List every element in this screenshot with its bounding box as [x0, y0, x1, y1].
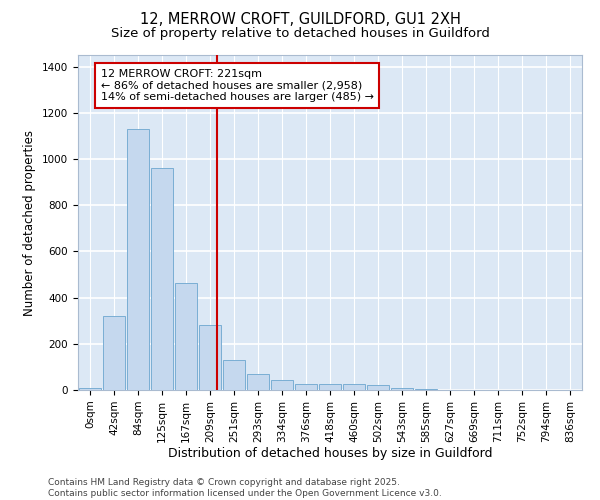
Bar: [343, 384, 365, 390]
Bar: [175, 282, 197, 390]
X-axis label: Distribution of detached houses by size in Guildford: Distribution of detached houses by size …: [168, 448, 492, 460]
Bar: [79, 388, 101, 390]
Bar: [151, 168, 173, 390]
Bar: [319, 384, 341, 390]
Bar: [391, 388, 413, 390]
Bar: [223, 360, 245, 390]
Bar: [367, 386, 389, 390]
Bar: [103, 316, 125, 390]
Bar: [247, 374, 269, 390]
Bar: [271, 380, 293, 390]
Bar: [199, 326, 221, 390]
Text: Size of property relative to detached houses in Guildford: Size of property relative to detached ho…: [110, 28, 490, 40]
Bar: [295, 384, 317, 390]
Y-axis label: Number of detached properties: Number of detached properties: [23, 130, 37, 316]
Bar: [127, 129, 149, 390]
Text: 12, MERROW CROFT, GUILDFORD, GU1 2XH: 12, MERROW CROFT, GUILDFORD, GU1 2XH: [140, 12, 460, 28]
Text: 12 MERROW CROFT: 221sqm
← 86% of detached houses are smaller (2,958)
14% of semi: 12 MERROW CROFT: 221sqm ← 86% of detache…: [101, 69, 374, 102]
Text: Contains HM Land Registry data © Crown copyright and database right 2025.
Contai: Contains HM Land Registry data © Crown c…: [48, 478, 442, 498]
